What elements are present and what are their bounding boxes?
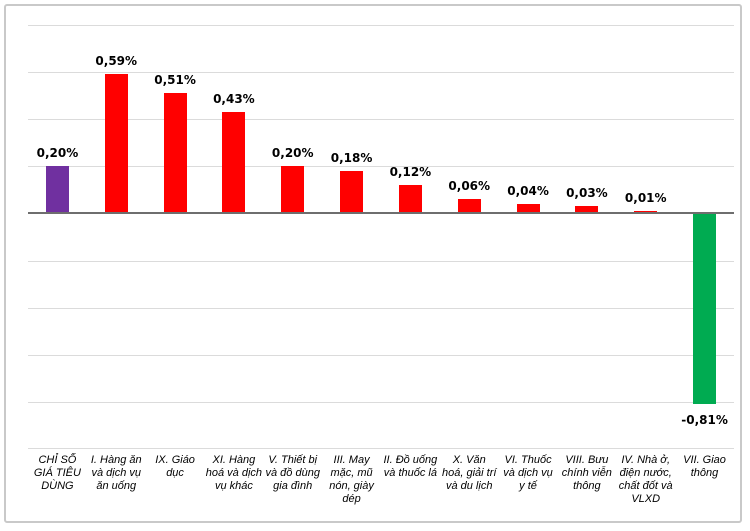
bar-value-label: 0,51% (154, 73, 196, 88)
gridline (28, 260, 734, 262)
category-label: II. Đồ uống và thuốc lá (383, 454, 438, 479)
bar-value-label: 0,04% (507, 184, 549, 199)
bar (104, 74, 128, 214)
bar (222, 112, 246, 214)
gridline (28, 166, 734, 168)
category-label: IV. Nhà ở, điện nước, chất đốt và VLXD (618, 454, 673, 505)
category-label: VIII. Bưu chính viễn thông (561, 454, 612, 492)
bar-value-label: 0,06% (448, 179, 491, 194)
bar (163, 93, 187, 214)
bar-value-label: 0,20% (36, 146, 79, 161)
bar (45, 166, 69, 214)
chart-frame: 0,20% 0,59% 0,51% 0,43% 0,20% 0,18% 0,12% 0,06%… (4, 4, 742, 523)
bar (693, 213, 717, 405)
bar-value-label: 0,03% (566, 186, 608, 201)
bar (575, 206, 599, 214)
category-label: V. Thiết bị và đồ dùng gia đình (265, 454, 320, 492)
zero-axis-line (28, 212, 734, 215)
gridline (28, 307, 734, 309)
gridline (28, 25, 734, 26)
bar (281, 166, 305, 214)
gridline (28, 401, 734, 403)
bar (457, 199, 481, 214)
category-label: CHỈ SỐ GIÁ TIÊU DÙNG (33, 454, 81, 492)
plot-area: 0,20% 0,59% 0,51% 0,43% 0,20% 0,18% 0,12% 0,06%… (28, 25, 734, 449)
category-label: III. May mặc, mũ nón, giày dép (329, 454, 374, 505)
bar-value-label: 0,12% (389, 165, 432, 180)
bar-value-label: 0,18% (330, 151, 373, 166)
gridline (28, 72, 734, 74)
category-label: X. Văn hoá, giải trí và du lịch (442, 454, 497, 492)
gridline (28, 119, 734, 121)
bar-value-label: 0,43% (213, 92, 255, 107)
gridline (28, 354, 734, 356)
category-label: XI. Hàng hoá và dịch vụ khác (205, 454, 263, 492)
category-label: I. Hàng ăn và dịch vụ ăn uống (90, 454, 142, 492)
category-label: VII. Giao thông (683, 454, 726, 479)
bar (516, 204, 540, 214)
bar (398, 185, 422, 214)
category-axis-labels: CHỈ SỐ GIÁ TIÊU DÙNG I. Hàng ăn và dịch v… (28, 454, 734, 506)
bar-value-label: -0,81% (681, 413, 728, 428)
category-label: IX. Giáo dục (155, 454, 195, 479)
bar (634, 211, 658, 214)
gridline (28, 448, 734, 449)
bar (340, 171, 364, 214)
bar-value-label: 0,59% (95, 54, 138, 69)
bar-value-label: 0,20% (271, 146, 314, 161)
category-label: VI. Thuốc và dịch vụ y tế (503, 454, 553, 492)
bar-value-label: 0,01% (624, 191, 667, 206)
